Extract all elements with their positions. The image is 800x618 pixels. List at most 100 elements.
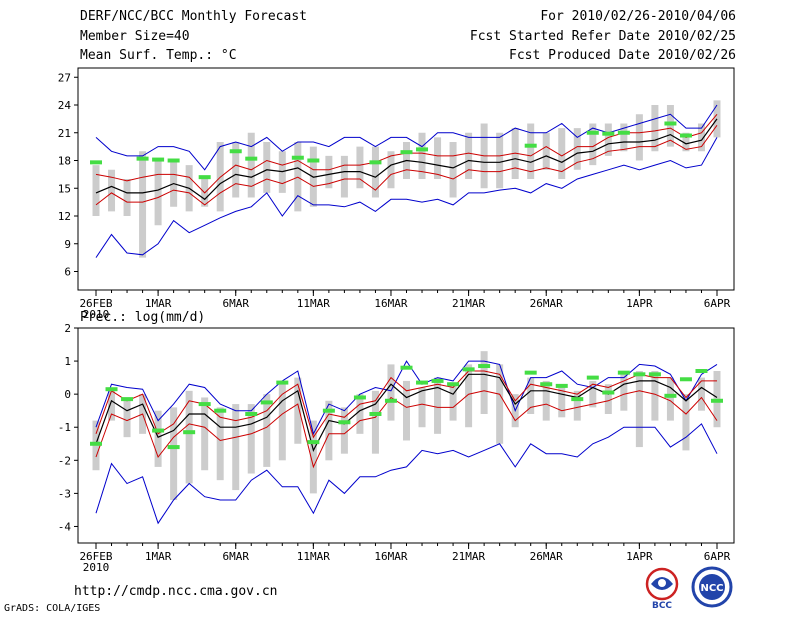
panel1-marker xyxy=(602,131,615,136)
panel2-marker xyxy=(214,408,227,413)
panel2-range-bar xyxy=(216,407,224,481)
panel1-xtick-label: 6MAR xyxy=(222,297,249,310)
panel1-range-bar xyxy=(247,132,255,198)
panel1-range-bar xyxy=(589,123,597,166)
panel2-marker xyxy=(586,375,599,380)
panel2-min-line xyxy=(95,423,718,525)
panel2-range-bar xyxy=(201,397,209,471)
panel1-xtick-label: 21MAR xyxy=(452,297,485,310)
panel1-range-bar xyxy=(108,169,116,212)
panel2-range-bar xyxy=(387,364,395,421)
panel1-marker xyxy=(90,160,102,165)
panel1-range-bar xyxy=(697,123,705,152)
panel2-range-bar xyxy=(278,384,286,461)
panel2-marker xyxy=(416,380,429,385)
panel1-marker xyxy=(307,158,320,163)
panel1-range-bar xyxy=(387,151,395,189)
member-size: Member Size=40 xyxy=(80,29,190,44)
panel2-range-bar xyxy=(589,380,597,408)
panel1-xtick-label: 6APR xyxy=(704,297,731,310)
bcc-logo: BCC xyxy=(645,567,679,610)
panel1-range-bar xyxy=(139,151,147,258)
panel2-marker xyxy=(276,380,289,385)
panel1-range-bar xyxy=(371,146,379,198)
panel1-marker xyxy=(198,175,211,180)
panel2-marker xyxy=(540,382,553,387)
panel2-marker xyxy=(183,430,196,435)
panel2-marker xyxy=(369,412,382,416)
panel1-marker xyxy=(136,156,149,161)
panel2-xtick-label: 21MAR xyxy=(452,550,485,563)
panel2-year-label: 2010 xyxy=(83,561,110,574)
panel2-range-bar xyxy=(620,371,628,411)
forecast-started-date: Fcst Started Refer Date 2010/02/25 xyxy=(469,29,736,44)
panel1-marker xyxy=(679,133,692,138)
panel2-ytick-label: 0 xyxy=(64,388,71,401)
panel1-range-bar xyxy=(356,146,364,189)
panel1-mean-line xyxy=(95,118,718,201)
panel1-marker xyxy=(369,160,382,165)
panel2-xtick-label: 11MAR xyxy=(297,550,330,563)
panel1-lower-line xyxy=(95,125,718,206)
panel2-ytick-label: -4 xyxy=(58,520,72,533)
panel2-range-bar xyxy=(309,420,317,494)
panel2-range-bar xyxy=(573,390,581,421)
source-url[interactable]: http://cmdp.ncc.cma.gov.cn xyxy=(74,584,278,599)
panel2-marker xyxy=(617,370,630,375)
panel1-range-bar xyxy=(263,142,271,193)
panel2-xtick-label: 1APR xyxy=(626,550,653,563)
panel2-marker xyxy=(524,370,537,375)
panel1-ytick-label: 27 xyxy=(58,71,71,84)
panel2-range-bar xyxy=(325,400,333,461)
panel2-range-bar xyxy=(480,351,488,414)
panel1-ytick-label: 6 xyxy=(64,266,71,279)
panel2-marker xyxy=(633,372,646,377)
panel2-range-bar xyxy=(108,387,116,421)
panel1-range-bar xyxy=(325,155,333,189)
forecast-produced-date: Fcst Produced Date 2010/02/26 xyxy=(509,48,736,63)
panel2-range-bar xyxy=(449,384,457,421)
panel1-range-bar xyxy=(620,123,628,152)
panel1-marker xyxy=(400,150,413,155)
panel2-marker xyxy=(167,445,180,450)
panel2-range-bar xyxy=(635,371,643,448)
panel2-marker xyxy=(322,408,335,413)
panel1-marker xyxy=(291,155,304,160)
panel2-xtick-label: 26FEB xyxy=(79,550,112,563)
panel2-range-bar xyxy=(232,404,240,491)
panel2-range-bar xyxy=(154,410,162,467)
panel2-range-bar xyxy=(403,380,410,441)
panel2-marker xyxy=(462,367,475,372)
panel1-year-label: 2010 xyxy=(83,308,110,321)
panel2-range-bar xyxy=(434,377,442,434)
panel2-range-bar xyxy=(558,384,566,418)
panel1-ytick-label: 12 xyxy=(58,210,71,223)
panel1-marker xyxy=(245,156,258,161)
panel2-marker xyxy=(695,369,708,373)
panel1-ytick-label: 24 xyxy=(58,99,72,112)
ncc-logo: NCC xyxy=(691,566,733,608)
panel1-marker xyxy=(229,149,242,154)
panel2-marker xyxy=(90,441,102,446)
panel2-range-bar xyxy=(418,387,426,428)
panel1-range-bar xyxy=(496,132,504,189)
panel1-xtick-label: 26FEB xyxy=(79,297,112,310)
panel2-xtick-label: 6MAR xyxy=(222,550,249,563)
panel1-range-bar xyxy=(651,105,659,152)
panel2-range-bar xyxy=(666,377,674,421)
panel1-range-bar xyxy=(465,132,473,179)
panel1-range-bar xyxy=(666,105,674,147)
panel2-marker xyxy=(121,397,134,402)
panel2-marker xyxy=(353,395,366,400)
panel1-range-bar xyxy=(682,132,690,152)
panel1-range-bar xyxy=(340,155,348,198)
variable-label-temp: Mean Surf. Temp.: °C xyxy=(80,48,237,63)
panel1-xtick-label: 1MAR xyxy=(145,297,172,310)
panel2-range-bar xyxy=(496,364,504,444)
panel2-marker xyxy=(602,390,615,395)
panel2-marker xyxy=(245,412,258,416)
panel2-range-bar xyxy=(542,380,550,421)
panel1-marker xyxy=(152,157,165,162)
panel1-range-bar xyxy=(449,142,457,198)
